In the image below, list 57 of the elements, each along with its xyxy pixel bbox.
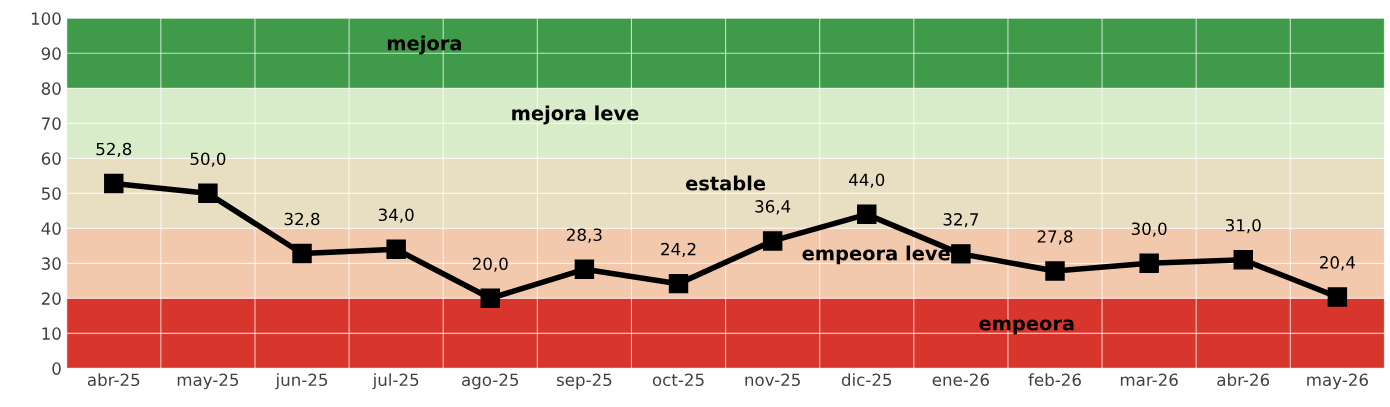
data-label: 32,8 — [284, 212, 320, 227]
x-tick-label: abr-26 — [1217, 373, 1270, 387]
data-label: 32,7 — [943, 213, 979, 228]
point — [857, 204, 877, 225]
point — [1233, 250, 1253, 270]
point — [574, 259, 595, 280]
x-tick-label: may-25 — [177, 373, 239, 390]
point — [762, 231, 783, 251]
point — [292, 243, 312, 264]
band-label: mejora leve — [512, 105, 639, 125]
data-label: 28,3 — [567, 228, 602, 243]
x-tick-label: jul-25 — [372, 373, 419, 390]
point — [198, 183, 218, 204]
point — [1327, 287, 1348, 307]
data-label: 52,8 — [96, 142, 132, 157]
point — [1139, 253, 1159, 274]
x-tick-label: jun-25 — [275, 373, 328, 390]
x-tick-label: feb-26 — [1028, 373, 1081, 387]
x-tick-label: oct-25 — [652, 373, 704, 387]
point — [668, 273, 689, 294]
point — [951, 244, 971, 264]
y-tick-label: 70 — [42, 117, 61, 130]
x-tick-label: abr-25 — [87, 373, 140, 387]
y-tick-label: 30 — [41, 257, 61, 270]
y-tick-label: 100 — [31, 12, 61, 25]
data-label: 44,0 — [849, 173, 885, 188]
y-tick-label: 50 — [41, 187, 61, 200]
x-tick-label: dic-25 — [841, 373, 892, 387]
data-label: 27,8 — [1037, 230, 1073, 245]
band-label: empeora leve — [802, 245, 950, 265]
x-tick-label: nov-25 — [745, 373, 800, 387]
point — [480, 288, 500, 309]
data-label: 50,0 — [190, 152, 226, 167]
data-label: 20,4 — [1320, 256, 1355, 271]
data-label: 31,0 — [1225, 218, 1261, 234]
x-tick-label: ago-25 — [462, 373, 519, 390]
x-tick-label: ene-26 — [932, 373, 989, 387]
data-label: 30,0 — [1131, 222, 1167, 237]
point — [386, 239, 406, 260]
y-tick-label: 90 — [41, 47, 61, 60]
y-tick-label: 80 — [41, 82, 61, 95]
x-tick-label: mar-26 — [1120, 373, 1178, 387]
data-label: 24,2 — [661, 242, 696, 258]
y-tick-label: 40 — [41, 222, 61, 235]
y-tick-label: 0 — [52, 362, 61, 375]
band-label: estable — [685, 175, 766, 191]
point — [1045, 261, 1065, 281]
band-label: empeora — [979, 319, 1074, 335]
y-tick-label: 20 — [41, 292, 61, 305]
data-label: 34,0 — [378, 208, 414, 223]
data-label: 36,4 — [755, 200, 791, 215]
data-label: 20,0 — [472, 257, 508, 272]
x-tick-label: may-26 — [1307, 373, 1368, 390]
y-tick-label: 10 — [42, 327, 61, 340]
x-tick-label: sep-25 — [556, 373, 612, 390]
y-tick-label: 60 — [41, 152, 61, 165]
point — [104, 173, 124, 194]
